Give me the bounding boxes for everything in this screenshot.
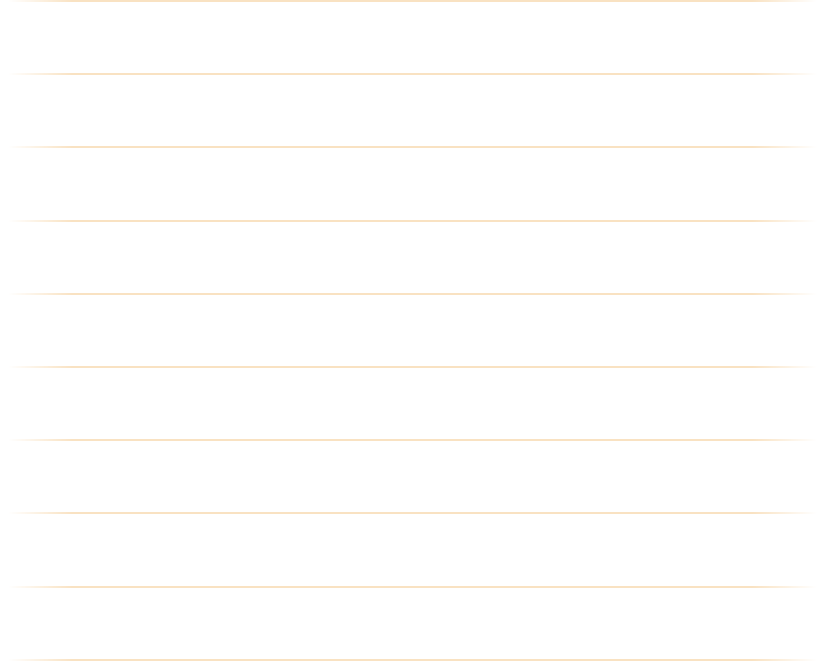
- ruled-line: [8, 659, 817, 661]
- ruled-line: [8, 366, 817, 368]
- ruled-line: [8, 512, 817, 514]
- ruled-line: [8, 146, 817, 148]
- ruled-line: [8, 439, 817, 441]
- ruled-line: [8, 586, 817, 588]
- ruled-line: [8, 0, 817, 2]
- ruled-line: [8, 293, 817, 295]
- ruled-line: [8, 73, 817, 75]
- ruled-line: [8, 220, 817, 222]
